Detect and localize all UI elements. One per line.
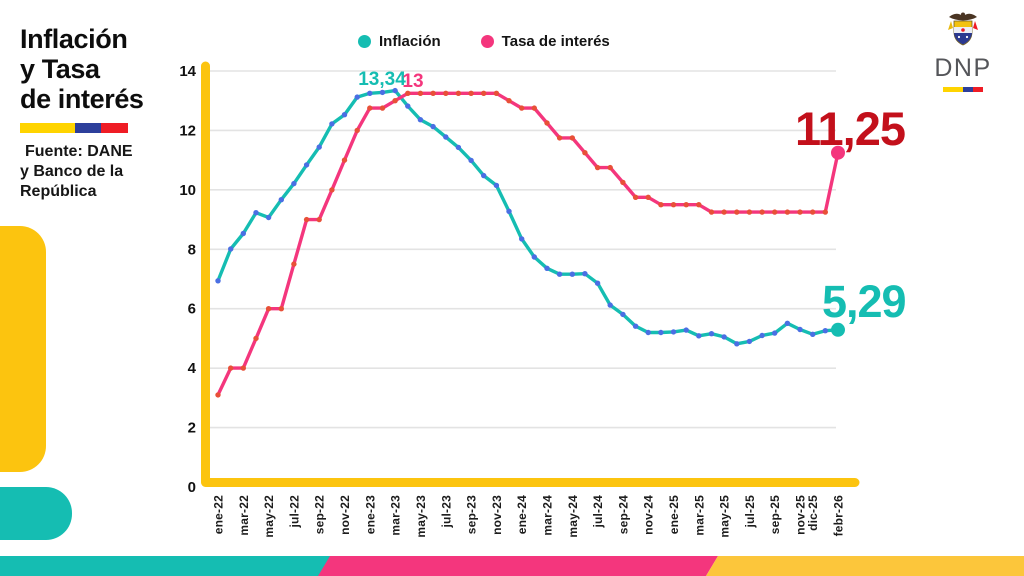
svg-text:6: 6	[188, 301, 196, 318]
page-title-line: de interés	[20, 84, 144, 114]
flag-red-band	[101, 123, 128, 133]
bottom-bar-yellow	[706, 556, 1024, 576]
svg-text:4: 4	[188, 360, 197, 377]
svg-text:dic-25: dic-25	[806, 495, 820, 531]
legend-label: Inflación	[379, 33, 441, 50]
svg-text:mar-24: mar-24	[540, 495, 554, 536]
svg-text:2: 2	[188, 420, 196, 437]
source-line: y Banco de la	[20, 163, 124, 180]
svg-text:sep-22: sep-22	[313, 495, 327, 534]
svg-text:ene-23: ene-23	[363, 495, 377, 534]
svg-text:sep-25: sep-25	[768, 495, 782, 534]
dnp-logo: DNP	[926, 10, 1000, 92]
inflacion-legend-dot-icon	[358, 35, 371, 48]
svg-text:14: 14	[179, 63, 196, 80]
colombia-coat-of-arms-icon	[948, 12, 978, 46]
page-title-line: Inflación	[20, 24, 128, 54]
flag-blue-band	[963, 87, 973, 92]
chart-legend: Inflación Tasa de interés	[358, 33, 610, 50]
svg-text:may-23: may-23	[414, 495, 428, 538]
source-caption: Fuente: DANE y Banco de la República	[20, 142, 144, 202]
svg-text:jul-22: jul-22	[287, 495, 301, 529]
svg-text:mar-25: mar-25	[692, 495, 706, 536]
teal-pill-decoration	[0, 487, 72, 540]
svg-text:0: 0	[188, 479, 196, 496]
svg-text:may-25: may-25	[718, 495, 732, 538]
svg-text:mar-23: mar-23	[389, 495, 403, 536]
svg-text:jul-23: jul-23	[439, 495, 453, 529]
svg-text:ene-25: ene-25	[667, 495, 681, 534]
svg-text:nov-24: nov-24	[642, 495, 656, 535]
svg-text:jul-24: jul-24	[591, 495, 605, 529]
flag-yellow-band	[20, 123, 75, 133]
svg-text:nov-23: nov-23	[490, 495, 504, 535]
inflacion-current-value: 5,29	[822, 276, 907, 327]
svg-text:ene-22: ene-22	[212, 495, 226, 534]
bottom-bar-pink	[318, 556, 718, 576]
svg-text:sep-23: sep-23	[465, 495, 479, 534]
dnp-logo-text: DNP	[934, 54, 992, 82]
colombia-flag-stripe	[20, 123, 128, 133]
yellow-pill-decoration	[0, 226, 46, 472]
svg-text:sep-24: sep-24	[616, 495, 630, 534]
title-block: Inflación y Tasa de interés Fuente: DANE…	[20, 24, 144, 202]
svg-text:may-22: may-22	[262, 495, 276, 538]
tasa-peak-label: 13	[402, 71, 424, 92]
svg-text:may-24: may-24	[566, 495, 580, 538]
inflacion-peak-label: 13,34	[358, 69, 406, 90]
tasa-legend-dot-icon	[480, 35, 494, 48]
page-title-line: y Tasa	[20, 54, 100, 84]
svg-text:8: 8	[188, 241, 196, 258]
legend-label: Tasa de interés	[501, 33, 610, 50]
tasa-current-value: 11,25	[795, 102, 906, 155]
svg-text:12: 12	[179, 122, 196, 139]
source-line: República	[20, 183, 97, 200]
dnp-logo-flag-stripe	[943, 87, 983, 92]
svg-text:febr-26: febr-26	[832, 495, 846, 537]
svg-text:nov-22: nov-22	[338, 495, 352, 535]
source-line: Fuente: DANE	[25, 143, 133, 160]
bottom-bar-teal	[0, 556, 332, 576]
svg-text:10: 10	[179, 182, 196, 199]
svg-text:nov-25: nov-25	[794, 495, 808, 535]
flag-yellow-band	[943, 87, 963, 92]
svg-text:ene-24: ene-24	[515, 495, 529, 534]
legend-item-tasa: Tasa de interés	[480, 33, 610, 50]
flag-red-band	[973, 87, 983, 92]
legend-item-inflacion: Inflación	[358, 33, 441, 50]
flag-blue-band	[75, 123, 101, 133]
svg-text:mar-22: mar-22	[237, 495, 251, 536]
svg-text:jul-25: jul-25	[743, 495, 757, 529]
